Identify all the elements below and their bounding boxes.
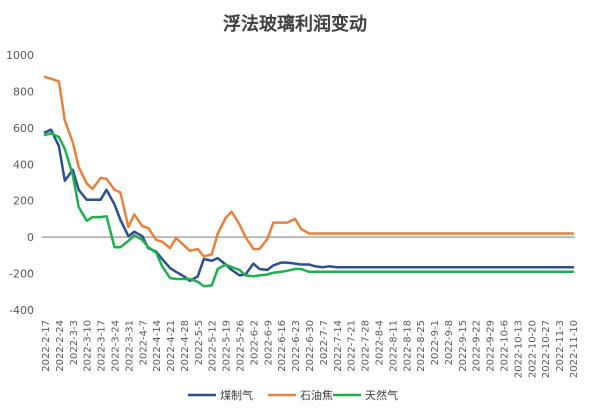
x-tick-label: 2022-10-27 <box>541 320 552 378</box>
y-tick-label: 600 <box>13 122 34 135</box>
y-tick-label: 200 <box>13 195 34 208</box>
x-tick-label: 2022-6-9 <box>263 320 274 365</box>
x-tick-label: 2022-2-24 <box>55 320 66 372</box>
x-tick-label: 2022-8-11 <box>388 320 399 372</box>
x-tick-label: 2022-4-7 <box>138 320 149 365</box>
x-tick-label: 2022-3-3 <box>69 320 80 365</box>
y-tick-label: 0 <box>27 231 34 244</box>
series-layer <box>43 75 575 288</box>
x-tick-label: 2022-5-26 <box>236 320 247 372</box>
x-tick-label: 2022-7-21 <box>347 320 358 372</box>
x-tick-label: 2022-8-25 <box>416 320 427 372</box>
legend: 煤制气 石油焦 天然气 <box>188 388 398 402</box>
x-axis: 2022-2-17 2022-2-24 2022-3-3 2022-3-10 2022-… <box>41 320 580 378</box>
x-tick-label: 2022-7-14 <box>333 320 344 372</box>
x-tick-label: 2022-4-28 <box>180 320 191 372</box>
x-tick-label: 2022-6-16 <box>277 320 288 372</box>
x-tick-label: 2022-9-8 <box>444 320 455 365</box>
y-tick-label: 1000 <box>6 49 34 62</box>
x-tick-label: 2022-3-31 <box>124 320 135 372</box>
x-tick-label: 2022-10-13 <box>513 320 524 378</box>
x-tick-label: 2022-11-3 <box>555 320 566 372</box>
x-tick-label: 2022-5-12 <box>208 320 219 372</box>
x-tick-label: 2022-6-23 <box>291 320 302 372</box>
x-tick-label: 2022-5-5 <box>194 320 205 365</box>
x-tick-label: 2022-2-17 <box>41 320 52 372</box>
y-tick-label: -200 <box>9 268 34 281</box>
legend-label: 石油焦 <box>300 388 333 402</box>
legend-label: 煤制气 <box>220 388 253 402</box>
legend-label: 天然气 <box>365 388 398 402</box>
x-tick-label: 2022-4-21 <box>166 320 177 372</box>
x-tick-label: 2022-3-17 <box>97 320 108 372</box>
x-tick-label: 2022-11-10 <box>569 320 580 378</box>
y-axis: 1000 800 600 400 200 0 -200 -400 <box>6 49 34 317</box>
x-tick-label: 2022-10-6 <box>500 320 511 372</box>
x-tick-label: 2022-6-30 <box>305 320 316 372</box>
y-tick-label: 800 <box>13 85 34 98</box>
x-tick-label: 2022-7-28 <box>361 320 372 372</box>
x-tick-label: 2022-8-4 <box>374 320 385 365</box>
series-line-0 <box>43 128 575 283</box>
x-tick-label: 2022-6-2 <box>249 320 260 365</box>
y-tick-label: 400 <box>13 158 34 171</box>
x-tick-label: 2022-8-18 <box>402 320 413 372</box>
x-tick-label: 2022-9-29 <box>486 320 497 372</box>
x-tick-label: 2022-9-22 <box>472 320 483 372</box>
x-tick-label: 2022-9-1 <box>430 320 441 365</box>
x-tick-label: 2022-10-20 <box>527 320 538 378</box>
y-tick-label: -400 <box>9 304 34 317</box>
series-line-2 <box>43 132 575 288</box>
x-tick-label: 2022-9-15 <box>458 320 469 372</box>
x-tick-label: 2022-5-19 <box>222 320 233 372</box>
x-tick-label: 2022-3-24 <box>110 320 121 372</box>
x-tick-label: 2022-4-14 <box>152 320 163 372</box>
chart-title: 浮法玻璃利润变动 <box>223 13 367 35</box>
x-tick-label: 2022-3-10 <box>83 320 94 372</box>
series-line-1 <box>43 75 575 258</box>
x-tick-label: 2022-7-7 <box>319 320 330 365</box>
